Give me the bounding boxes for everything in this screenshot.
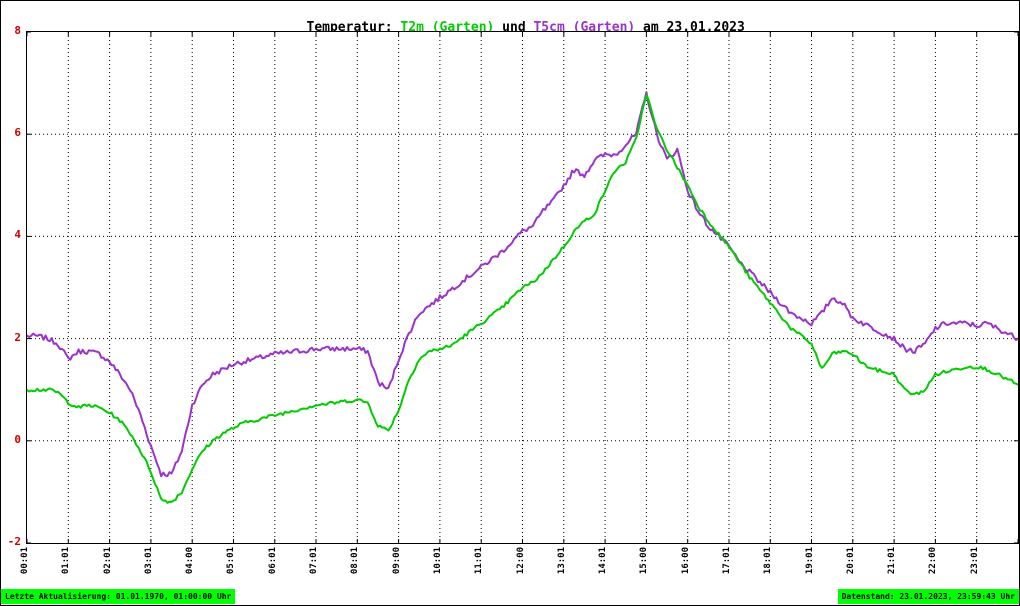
x-tick-label: 21:01	[887, 547, 898, 575]
x-tick-label: 04:00	[185, 547, 196, 575]
x-tick-label: 07:01	[309, 547, 320, 575]
footer-data-timestamp: Datenstand: 23.01.2023, 23:59:43 Uhr	[837, 589, 1019, 604]
x-tick-label: 11:01	[474, 547, 485, 575]
x-tick-label: 01:01	[61, 547, 72, 575]
y-tick-label: 0	[14, 432, 21, 446]
x-tick-label: 23:01	[969, 547, 980, 575]
chart-canvas	[27, 32, 1018, 543]
x-tick-label: 14:01	[598, 547, 609, 575]
y-tick-label: -2	[7, 535, 21, 548]
x-tick-label: 09:00	[391, 547, 402, 575]
x-tick-label: 15:00	[639, 547, 650, 575]
plot-area	[26, 31, 1019, 544]
x-tick-label: 12:00	[515, 547, 526, 575]
x-tick-label: 20:01	[845, 547, 856, 575]
y-tick-label: 8	[14, 24, 21, 37]
x-tick-label: 08:01	[350, 547, 361, 575]
y-tick-label: 6	[14, 126, 21, 140]
x-tick-label: 16:00	[680, 547, 691, 575]
x-tick-label: 10:01	[432, 547, 443, 575]
x-tick-label: 03:01	[143, 547, 154, 575]
footer-last-update: Letzte Aktualisierung: 01.01.1970, 01:00…	[1, 589, 236, 604]
x-tick-label: 22:00	[928, 547, 939, 575]
x-tick-label: 18:01	[763, 547, 774, 575]
x-tick-label: 05:01	[226, 547, 237, 575]
x-tick-label: 13:01	[556, 547, 567, 575]
x-tick-label: 19:01	[804, 547, 815, 575]
x-tick-label: 06:01	[267, 547, 278, 575]
x-tick-label: 02:01	[102, 547, 113, 575]
x-tick-label: 00:01	[20, 547, 30, 575]
x-tick-label: 17:01	[721, 547, 732, 575]
y-tick-label: 2	[14, 330, 21, 344]
y-tick-label: 4	[14, 228, 21, 242]
